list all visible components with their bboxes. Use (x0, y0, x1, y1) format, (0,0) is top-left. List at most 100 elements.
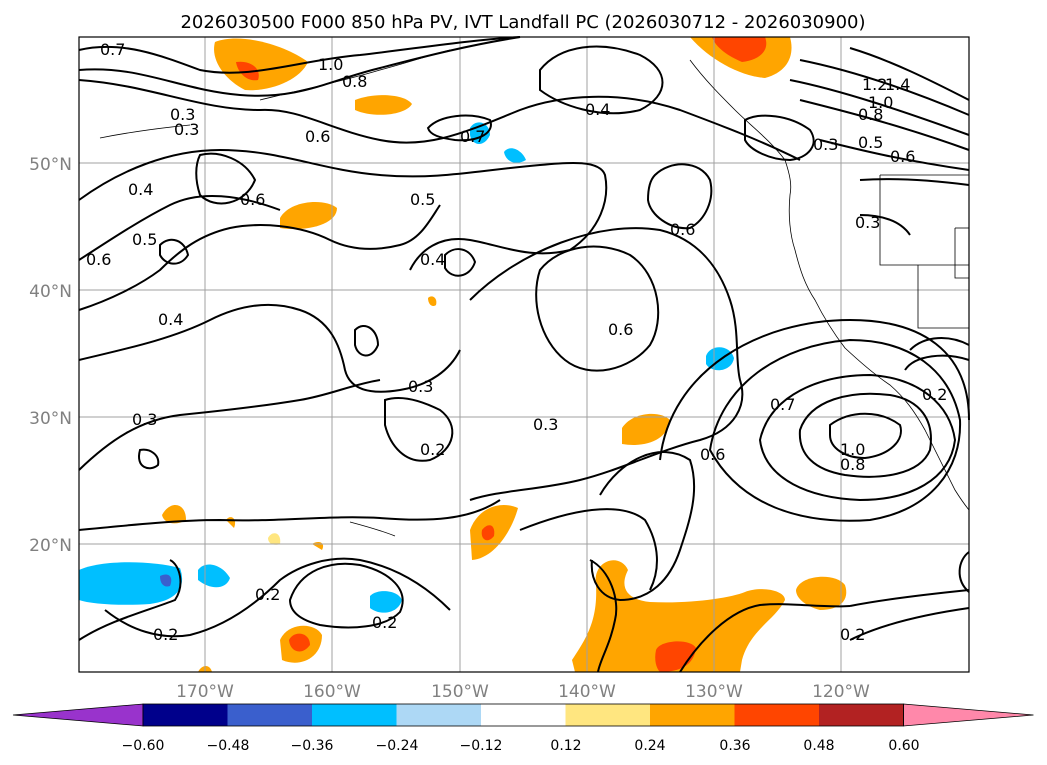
colorbar-tick-label: 0.36 (719, 738, 750, 754)
contour-label: 0.3 (132, 410, 157, 429)
colorbar-segment (565, 704, 650, 726)
contour-label: 0.6 (86, 250, 111, 269)
contour-label: 0.5 (132, 230, 157, 249)
contour-label: 0.2 (153, 625, 178, 644)
lon-label-160w: 160°W (303, 682, 361, 702)
lon-label-150w: 150°W (431, 682, 489, 702)
contour-label: 0.2 (372, 613, 397, 632)
contour-label: 0.6 (670, 220, 695, 239)
contour-label: 0.7 (100, 40, 125, 59)
pv-shade-positive (622, 413, 670, 445)
colorbar-tick-label: 0.12 (550, 738, 581, 754)
pv-shade-positive-high (712, 37, 767, 62)
pv-shade-positive-high (289, 633, 310, 652)
colorbar-tick-label: −0.12 (460, 738, 503, 754)
colorbar-outline (142, 703, 904, 727)
contour-label: 0.3 (855, 213, 880, 232)
colorbar: −0.60 −0.48 −0.36 −0.24 −0.12 0.12 0.24 … (12, 703, 1034, 754)
colorbar-tick-label: 0.48 (803, 738, 834, 754)
contour-label: 0.3 (813, 135, 838, 154)
colorbar-segments (12, 703, 1034, 727)
contour-label: 0.7 (460, 127, 485, 146)
contour-label: 0.2 (840, 625, 865, 644)
contour-label: 0.2 (255, 585, 280, 604)
contour-label: 0.8 (840, 455, 865, 474)
contour-label: 0.6 (305, 127, 330, 146)
shaded-field (79, 37, 847, 672)
lat-label-40n: 40°N (29, 282, 72, 302)
contour-label: 0.8 (342, 72, 367, 91)
contour-label: 0.3 (174, 120, 199, 139)
pv-shade-negative (198, 564, 230, 588)
longitude-labels: 170°W 160°W 150°W 140°W 130°W 120°W (176, 682, 870, 702)
colorbar-segment (481, 704, 566, 726)
contour-label: 0.3 (170, 105, 195, 124)
pv-shade-positive (280, 202, 337, 230)
pv-shade-weak-positive (268, 533, 281, 545)
lat-label-30n: 30°N (29, 409, 72, 429)
pv-contours (78, 36, 970, 673)
map-frame (78, 36, 970, 673)
lon-label-130w: 130°W (685, 682, 743, 702)
contour-label: 0.5 (858, 133, 883, 152)
contour-label: 0.3 (408, 377, 433, 396)
lon-label-170w: 170°W (176, 682, 234, 702)
pv-shade-negative (370, 591, 402, 613)
pv-shade-negative-strong (160, 574, 172, 587)
colorbar-segment (227, 704, 312, 726)
contour-label: 0.4 (158, 310, 183, 329)
contour-label: 0.5 (410, 190, 435, 209)
colorbar-extend-high (903, 703, 1034, 727)
pv-shade-negative (504, 148, 526, 163)
contour-label: 0.7 (770, 395, 795, 414)
contour-label: 1.4 (885, 75, 910, 94)
colorbar-tick-label: 0.60 (888, 738, 919, 754)
contour-label: 0.6 (608, 320, 633, 339)
lat-label-50n: 50°N (29, 155, 72, 175)
colorbar-segment (396, 704, 481, 726)
pv-shade-positive (214, 38, 308, 91)
colorbar-segment (650, 704, 735, 726)
colorbar-tick-label: −0.48 (207, 738, 250, 754)
contour-labels: 0.7 1.0 0.8 0.4 0.7 0.6 0.3 0.6 0.5 0.4 … (86, 40, 947, 644)
colorbar-tick-labels: −0.60 −0.48 −0.36 −0.24 −0.12 0.12 0.24 … (122, 738, 920, 754)
lon-label-140w: 140°W (558, 682, 616, 702)
contour-label: 0.6 (240, 190, 265, 209)
contour-label: 0.4 (420, 250, 445, 269)
contour-label: 0.4 (585, 100, 610, 119)
contour-label: 1.2 (862, 75, 887, 94)
pv-shade-negative (79, 562, 183, 605)
graticule (79, 37, 969, 672)
lon-label-120w: 120°W (812, 682, 870, 702)
colorbar-segment (143, 704, 228, 726)
contour-label: 1.0 (318, 55, 343, 74)
colorbar-segment (734, 704, 819, 726)
contour-label: 0.2 (922, 385, 947, 404)
contour-label: 0.6 (700, 445, 725, 464)
pv-shade-positive-high (481, 525, 495, 541)
colorbar-tick-label: −0.24 (376, 738, 419, 754)
pv-shade-positive (572, 560, 785, 672)
colorbar-tick-label: 0.24 (634, 738, 665, 754)
colorbar-segment (819, 704, 904, 726)
colorbar-segment (312, 704, 397, 726)
colorbar-tick-label: −0.60 (122, 738, 165, 754)
pv-shade-positive (796, 576, 847, 610)
pv-shade-positive (162, 504, 186, 524)
colorbar-tick-label: −0.36 (291, 738, 334, 754)
pv-shade-positive (355, 95, 412, 115)
colorbar-extend-low (12, 703, 144, 727)
contour-label: 0.8 (858, 105, 883, 124)
contour-label: 0.3 (533, 415, 558, 434)
pv-shade-positive (428, 296, 437, 307)
contour-label: 0.4 (128, 180, 153, 199)
contour-label: 1.0 (840, 440, 865, 459)
contour-label: 0.6 (890, 147, 915, 166)
map-title: 2026030500 F000 850 hPa PV, IVT Landfall… (180, 12, 865, 33)
latitude-labels: 50°N 40°N 30°N 20°N (29, 155, 72, 556)
coastlines (99, 49, 970, 537)
map-panel: 0.7 1.0 0.8 0.4 0.7 0.6 0.3 0.6 0.5 0.4 … (78, 36, 970, 673)
lat-label-20n: 20°N (29, 536, 72, 556)
contour-label: 1.0 (868, 93, 893, 112)
